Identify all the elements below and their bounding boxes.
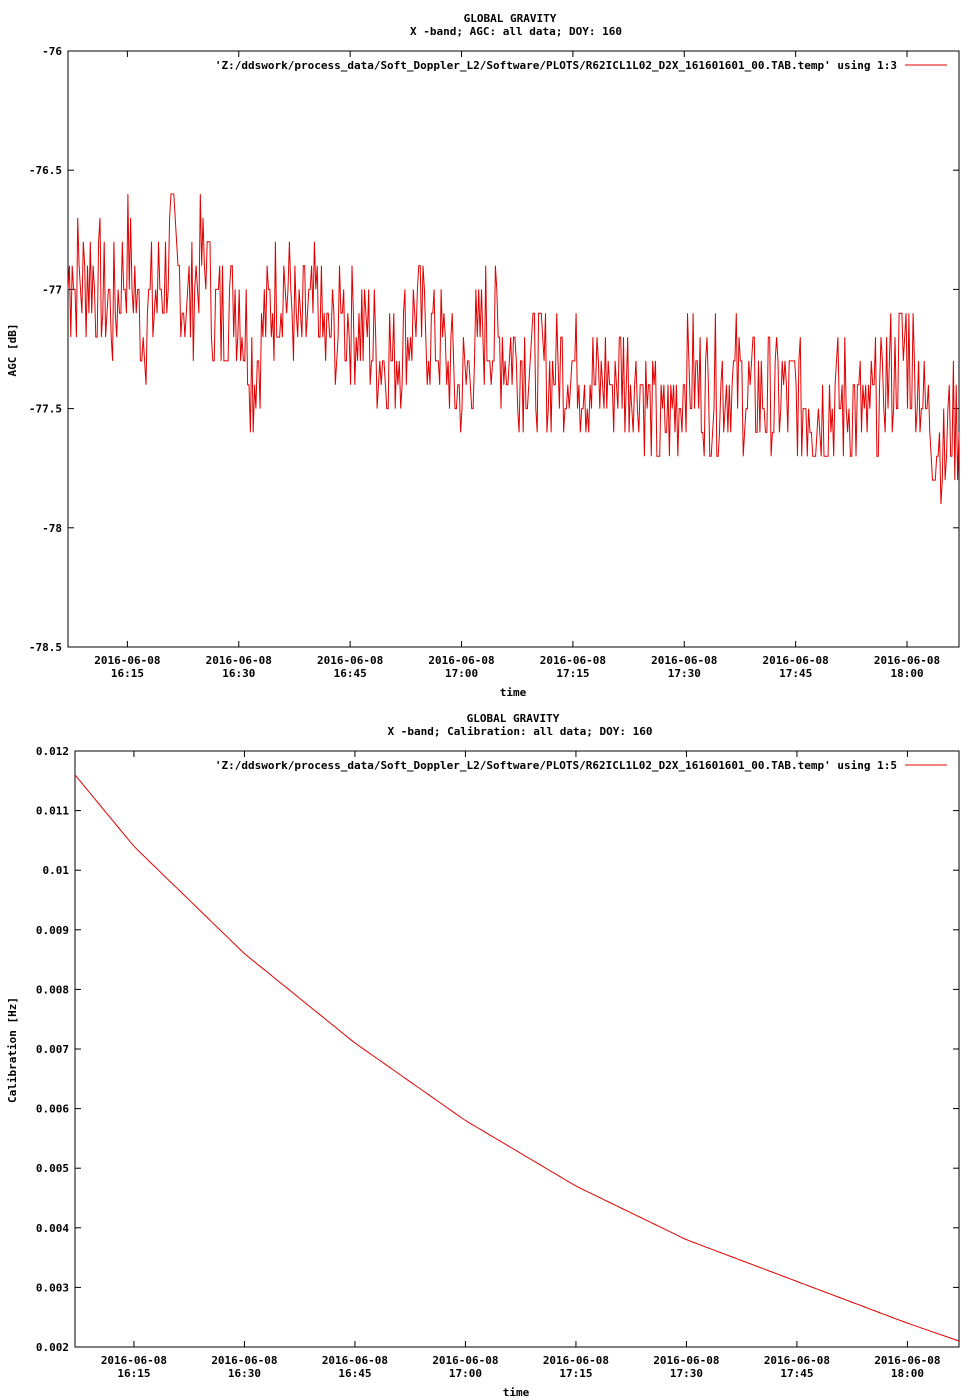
chart-agc-ytick-label: -77.5 [29,403,62,416]
chart-cal-xticks: 2016-06-0816:152016-06-0816:302016-06-08… [101,751,941,1380]
chart-agc-ytick-label: -76 [42,45,62,58]
chart-cal-xlabel: time [503,1386,530,1399]
chart-cal-xtick-time: 16:15 [117,1367,150,1380]
chart-cal-xtick-time: 17:00 [449,1367,482,1380]
chart-agc-ylabel: AGC [dB] [6,324,19,377]
chart-agc-yticks: -76 -76.5 -77 -77.5 -78 -78.5 [29,45,959,654]
chart-cal-ytick-label: 0.009 [36,924,69,937]
chart-calibration: GLOBAL GRAVITY X -band; Calibration: all… [6,712,960,1399]
chart-agc-legend-label: 'Z:/ddswork/process_data/Soft_Doppler_L2… [215,59,897,72]
chart-agc-xtick-date: 2016-06-08 [651,654,717,667]
chart-cal-xtick-date: 2016-06-08 [874,1354,940,1367]
chart-agc-xtick-date: 2016-06-08 [206,654,272,667]
chart-agc-plot-frame [67,50,960,648]
chart-cal-yticks: 0.012 0.011 0.01 0.009 0.008 0.007 0.006 0.005 0… [36,745,959,1354]
chart-cal-xtick-time: 17:30 [670,1367,703,1380]
chart-agc-xtick-date: 2016-06-08 [428,654,494,667]
chart-cal-ytick-label: 0.01 [43,864,70,877]
chart-cal-ytick-label: 0.005 [36,1162,69,1175]
chart-agc-ytick-label: -78.5 [29,641,62,654]
chart-agc-xtick-time: 16:15 [111,667,144,680]
chart-cal-series-line [74,774,960,1342]
chart-cal-ytick-label: 0.004 [36,1222,69,1235]
chart-agc-title: GLOBAL GRAVITY [464,12,557,25]
chart-agc-xtick-date: 2016-06-08 [763,654,829,667]
chart-agc-xtick-date: 2016-06-08 [874,654,940,667]
chart-agc-series [67,193,960,505]
chart-cal-plot-frame [74,750,960,1348]
chart-agc-ytick-label: -77 [42,283,62,296]
chart-cal-xtick-date: 2016-06-08 [322,1354,388,1367]
chart-agc-ytick-label: -76.5 [29,164,62,177]
chart-cal-ytick-label: 0.006 [36,1103,69,1116]
chart-agc-xtick-date: 2016-06-08 [317,654,383,667]
chart-cal-xtick-time: 16:30 [228,1367,261,1380]
chart-cal-ytick-label: 0.003 [36,1281,69,1294]
chart-agc-xtick-time: 18:00 [890,667,923,680]
chart-cal-ytick-label: 0.011 [36,805,69,818]
chart-agc: GLOBAL GRAVITY X -band; AGC: all data; D… [6,12,960,699]
chart-agc-xtick-time: 17:15 [556,667,589,680]
chart-cal-ytick-label: 0.008 [36,983,69,996]
chart-cal-ytick-label: 0.002 [36,1341,69,1354]
chart-agc-xtick-time: 17:45 [779,667,812,680]
chart-agc-xtick-time: 17:00 [445,667,478,680]
chart-cal-xtick-date: 2016-06-08 [653,1354,719,1367]
chart-cal-series [74,774,960,1342]
chart-cal-xtick-time: 17:45 [780,1367,813,1380]
chart-agc-series-line [67,193,960,505]
chart-cal-title: GLOBAL GRAVITY [467,712,560,725]
chart-cal-legend-label: 'Z:/ddswork/process_data/Soft_Doppler_L2… [215,759,897,772]
chart-agc-subtitle: X -band; AGC: all data; DOY: 160 [410,25,622,38]
chart-cal-xtick-date: 2016-06-08 [101,1354,167,1367]
chart-cal-xtick-time: 17:15 [559,1367,592,1380]
chart-cal-ylabel: Calibration [Hz] [6,997,19,1103]
chart-cal-ytick-label: 0.012 [36,745,69,758]
chart-cal-ytick-label: 0.007 [36,1043,69,1056]
chart-cal-xtick-time: 18:00 [891,1367,924,1380]
chart-agc-xtick-time: 16:45 [334,667,367,680]
chart-agc-ytick-label: -78 [42,522,62,535]
chart-agc-xticks: 2016-06-0816:152016-06-0816:302016-06-08… [94,51,940,680]
chart-agc-xtick-time: 17:30 [668,667,701,680]
chart-cal-xtick-date: 2016-06-08 [211,1354,277,1367]
chart-cal-xtick-date: 2016-06-08 [432,1354,498,1367]
chart-agc-xtick-date: 2016-06-08 [540,654,606,667]
chart-agc-xtick-date: 2016-06-08 [94,654,160,667]
chart-agc-xtick-time: 16:30 [222,667,255,680]
chart-cal-xtick-date: 2016-06-08 [543,1354,609,1367]
chart-cal-xtick-date: 2016-06-08 [764,1354,830,1367]
chart-cal-subtitle: X -band; Calibration: all data; DOY: 160 [388,725,653,738]
chart-agc-xlabel: time [500,686,527,699]
chart-cal-xtick-time: 16:45 [338,1367,371,1380]
